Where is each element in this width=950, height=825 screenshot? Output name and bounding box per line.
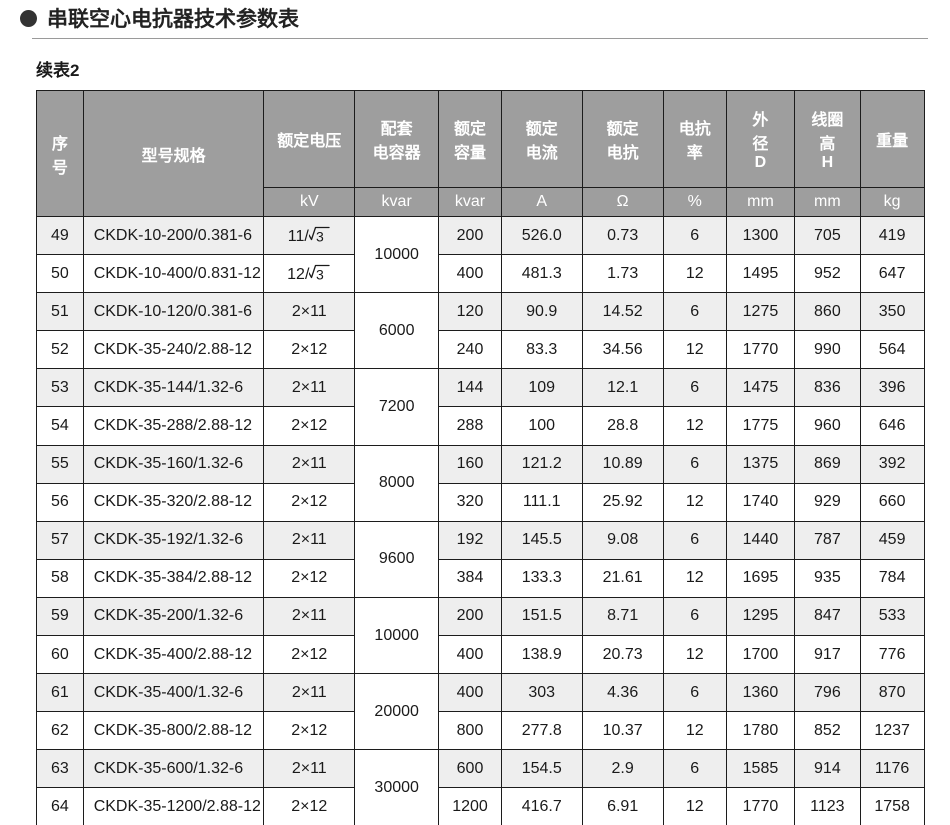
- svg-text:3: 3: [316, 266, 324, 281]
- svg-text:3: 3: [316, 228, 324, 243]
